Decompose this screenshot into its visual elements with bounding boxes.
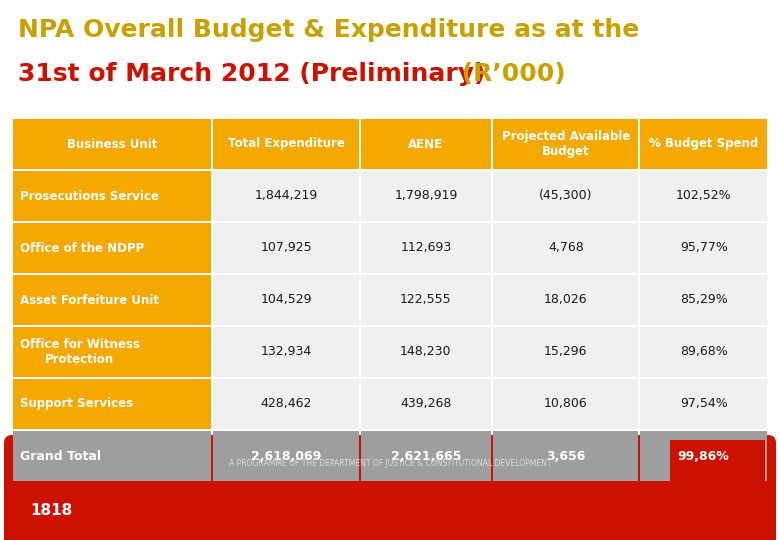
Bar xyxy=(13,379,211,429)
Text: 112,693: 112,693 xyxy=(400,241,452,254)
Text: NPA Overall Budget & Expenditure as at the: NPA Overall Budget & Expenditure as at t… xyxy=(18,18,640,42)
Bar xyxy=(214,223,359,273)
Text: 104,529: 104,529 xyxy=(261,294,312,307)
Text: Asset Forfeiture Unit: Asset Forfeiture Unit xyxy=(20,294,159,307)
Bar xyxy=(640,327,767,377)
Text: Total Expenditure: Total Expenditure xyxy=(228,138,345,151)
Bar xyxy=(13,431,211,481)
Bar xyxy=(493,379,639,429)
Text: 99,86%: 99,86% xyxy=(678,449,729,462)
Text: A PROGRAMME OF THE DEPARTMENT OF JUSTICE & CONSTITUTIONAL DEVELOPMENT: A PROGRAMME OF THE DEPARTMENT OF JUSTICE… xyxy=(229,458,551,468)
Text: 85,29%: 85,29% xyxy=(680,294,728,307)
Bar xyxy=(361,171,491,221)
Text: 107,925: 107,925 xyxy=(261,241,312,254)
Text: 10,806: 10,806 xyxy=(544,397,587,410)
Bar xyxy=(13,119,211,169)
Text: 1,844,219: 1,844,219 xyxy=(254,190,317,202)
Bar xyxy=(640,119,767,169)
Text: Office for Witness
Protection: Office for Witness Protection xyxy=(20,338,140,366)
FancyBboxPatch shape xyxy=(4,435,776,540)
Bar xyxy=(493,223,639,273)
Bar xyxy=(214,379,359,429)
Bar xyxy=(12,118,768,482)
Text: 2,621,665: 2,621,665 xyxy=(391,449,461,462)
Text: 89,68%: 89,68% xyxy=(680,346,728,359)
Text: 18,026: 18,026 xyxy=(544,294,587,307)
Text: AENE: AENE xyxy=(409,138,444,151)
Text: 2,618,069: 2,618,069 xyxy=(251,449,321,462)
Bar xyxy=(214,275,359,325)
Text: (R’000): (R’000) xyxy=(453,62,566,86)
Bar xyxy=(361,223,491,273)
Text: 3,656: 3,656 xyxy=(546,449,586,462)
Bar xyxy=(361,431,491,481)
Bar xyxy=(13,171,211,221)
Bar xyxy=(361,119,491,169)
Bar xyxy=(361,275,491,325)
Bar xyxy=(640,223,767,273)
Bar xyxy=(13,275,211,325)
Bar xyxy=(493,327,639,377)
Bar xyxy=(670,440,765,530)
Text: 132,934: 132,934 xyxy=(261,346,312,359)
Text: % Budget Spend: % Budget Spend xyxy=(649,138,758,151)
Bar xyxy=(13,327,211,377)
Text: 1,798,919: 1,798,919 xyxy=(394,190,458,202)
Text: (45,300): (45,300) xyxy=(539,190,593,202)
Text: 4,768: 4,768 xyxy=(548,241,583,254)
Bar xyxy=(13,223,211,273)
Text: Business Unit: Business Unit xyxy=(67,138,158,151)
Text: 97,54%: 97,54% xyxy=(680,397,728,410)
Bar xyxy=(493,171,639,221)
Text: Grand Total: Grand Total xyxy=(20,449,101,462)
Text: 122,555: 122,555 xyxy=(400,294,452,307)
Bar xyxy=(493,119,639,169)
Bar xyxy=(640,171,767,221)
Bar xyxy=(361,327,491,377)
Bar xyxy=(640,379,767,429)
Bar xyxy=(640,431,767,481)
Bar xyxy=(214,119,359,169)
Text: Prosecutions Service: Prosecutions Service xyxy=(20,190,159,202)
Bar xyxy=(640,275,767,325)
Bar xyxy=(214,431,359,481)
Bar xyxy=(214,171,359,221)
Text: 439,268: 439,268 xyxy=(400,397,452,410)
Text: 148,230: 148,230 xyxy=(400,346,452,359)
Bar xyxy=(493,275,639,325)
Text: 102,52%: 102,52% xyxy=(676,190,732,202)
Text: 95,77%: 95,77% xyxy=(680,241,728,254)
Bar xyxy=(361,379,491,429)
Text: Office of the NDPP: Office of the NDPP xyxy=(20,241,144,254)
Text: 428,462: 428,462 xyxy=(261,397,312,410)
Text: 1818: 1818 xyxy=(30,503,73,518)
Text: 31st of March 2012 (Preliminary): 31st of March 2012 (Preliminary) xyxy=(18,62,485,86)
Bar xyxy=(493,431,639,481)
Text: Support Services: Support Services xyxy=(20,397,133,410)
Text: 15,296: 15,296 xyxy=(544,346,587,359)
Text: Projected Available
Budget: Projected Available Budget xyxy=(502,130,630,158)
Bar xyxy=(214,327,359,377)
